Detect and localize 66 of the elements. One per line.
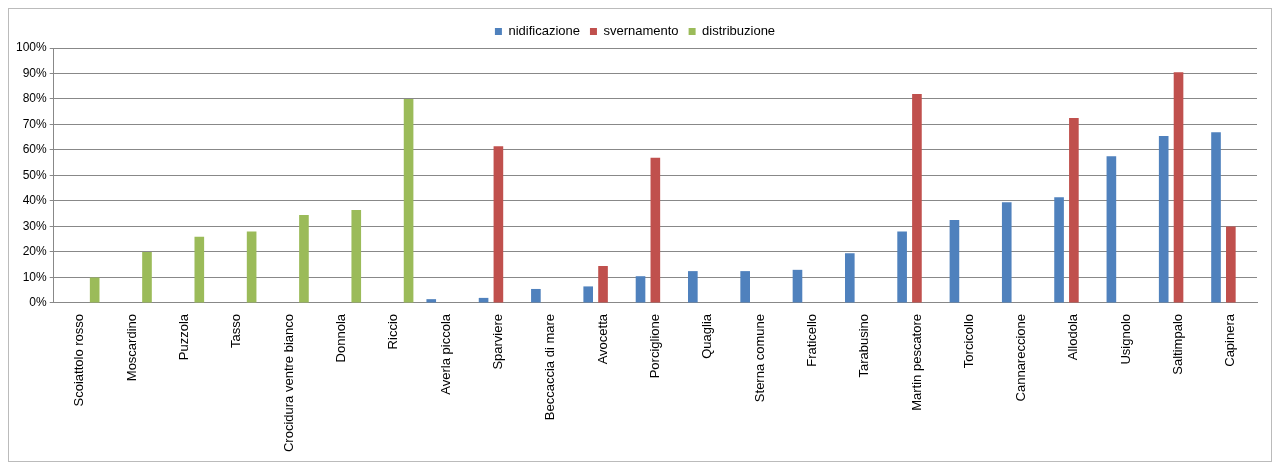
y-tick-label: 90% (22, 65, 48, 80)
bar (1211, 132, 1221, 303)
x-tick-label: Tasso (228, 313, 244, 348)
x-tick-label: Porciglione (646, 313, 662, 379)
x-tick-label: Quaglia (699, 313, 715, 359)
bar (142, 251, 152, 303)
y-tick-label: 40% (22, 193, 48, 208)
bar (194, 236, 205, 303)
bar (1001, 202, 1012, 303)
bar (688, 271, 698, 303)
x-tick-label: Torcicollo (960, 313, 976, 369)
legend-label: distribuzione (702, 23, 776, 39)
y-tick-label: 30% (22, 218, 48, 233)
bar (792, 269, 803, 303)
bar (531, 288, 541, 303)
bar (650, 157, 661, 303)
y-tick-label: 50% (22, 167, 48, 182)
x-tick-label: Sterna comune (751, 313, 767, 403)
bar (426, 299, 437, 303)
bar (351, 209, 362, 303)
bar (583, 286, 594, 303)
x-tick-label: Avocetta (594, 313, 610, 365)
y-tick-label: 20% (22, 244, 48, 259)
x-tick-label: Tarabusino (856, 313, 872, 378)
x-tick-label: Riccio (385, 313, 401, 350)
bar (1226, 226, 1236, 303)
x-tick-label: Martin pescatore (908, 313, 924, 411)
bar (635, 276, 646, 303)
x-tick-label: Averla piccola (437, 313, 453, 395)
bar (246, 231, 257, 303)
x-tick-label: Capinera (1222, 313, 1238, 367)
x-tick-label: Donnola (333, 313, 349, 363)
bar (493, 146, 504, 303)
bar (949, 220, 960, 303)
y-tick-label: 60% (22, 142, 48, 157)
bar (897, 231, 907, 303)
bar (403, 99, 414, 303)
x-tick-label: Sparviere (489, 313, 505, 370)
x-tick-label: Crocidura ventre bianco (280, 313, 296, 453)
y-tick-label: 0% (29, 295, 48, 310)
x-tick-label: Puzzola (176, 313, 192, 361)
bar (299, 215, 309, 303)
bar (598, 266, 608, 303)
y-tick-label: 80% (22, 91, 48, 106)
bar (1054, 197, 1064, 303)
bar (89, 277, 100, 303)
y-tick-label: 70% (22, 116, 48, 131)
x-tick-label: Fraticello (803, 313, 819, 367)
x-tick-label: Moscardino (123, 313, 139, 382)
x-tick-label: Allodola (1065, 313, 1081, 361)
x-tick-label: Cannareccione (1013, 313, 1029, 402)
y-tick-label: 100% (15, 40, 48, 55)
bar (1069, 118, 1079, 303)
legend-label: nidificazione (508, 23, 580, 39)
bar (1158, 135, 1169, 303)
x-tick-label: Saltimpalo (1170, 313, 1186, 375)
x-tick-label: Usignolo (1117, 313, 1133, 365)
x-tick-label: Scoiattolo rosso (71, 313, 87, 407)
bar (1106, 156, 1117, 303)
bar (912, 93, 922, 303)
bar (1173, 72, 1184, 303)
legend-label: svernamento (603, 23, 679, 39)
bar (740, 271, 750, 303)
bar (844, 253, 855, 303)
y-tick-label: 10% (22, 269, 48, 284)
x-tick-label: Beccaccia di mare (542, 313, 558, 421)
